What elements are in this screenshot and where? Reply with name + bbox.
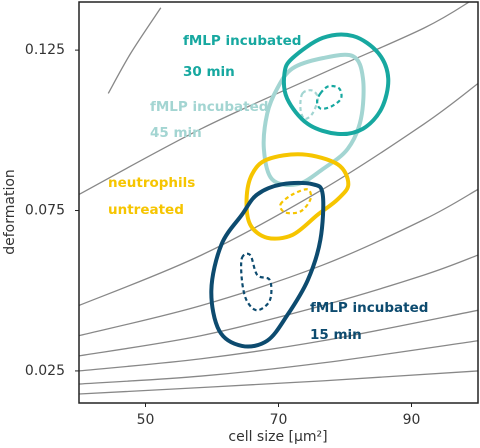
outer-contour — [244, 152, 351, 241]
series-label: 45 min — [150, 125, 202, 141]
y-tick-label: 0.025 — [25, 363, 65, 379]
x-tick-label: 70 — [270, 412, 288, 428]
x-axis-label: cell size [µm²] — [228, 429, 327, 445]
series-label: untreated — [108, 202, 184, 218]
series-label: 15 min — [310, 327, 362, 343]
isoline — [79, 254, 478, 357]
isoline — [107, 7, 162, 94]
series-label: neutrophils — [108, 175, 195, 191]
inner-contour — [315, 84, 343, 110]
outer-contour — [209, 180, 326, 349]
isoline — [79, 370, 478, 395]
isoline — [79, 309, 478, 372]
y-tick-label: 0.075 — [25, 203, 65, 219]
y-axis-label: deformation — [2, 169, 18, 255]
outer-contour — [281, 32, 391, 137]
series-label: fMLP incubated — [150, 99, 268, 115]
series-label: fMLP incubated — [183, 33, 301, 49]
x-tick-label: 90 — [403, 412, 421, 428]
x-tick-label: 50 — [137, 412, 155, 428]
isoline — [79, 188, 478, 337]
series-label: 30 min — [183, 64, 235, 80]
isoline — [79, 82, 478, 307]
outer-contour — [261, 52, 366, 188]
inner-contour — [279, 188, 313, 215]
plot-area — [79, 2, 478, 395]
isoline — [79, 2, 471, 196]
inner-contour — [240, 252, 273, 312]
inner-contour — [299, 89, 319, 121]
y-tick-label: 0.125 — [25, 42, 65, 58]
isoline — [79, 340, 478, 385]
series-label: fMLP incubated — [310, 300, 428, 316]
